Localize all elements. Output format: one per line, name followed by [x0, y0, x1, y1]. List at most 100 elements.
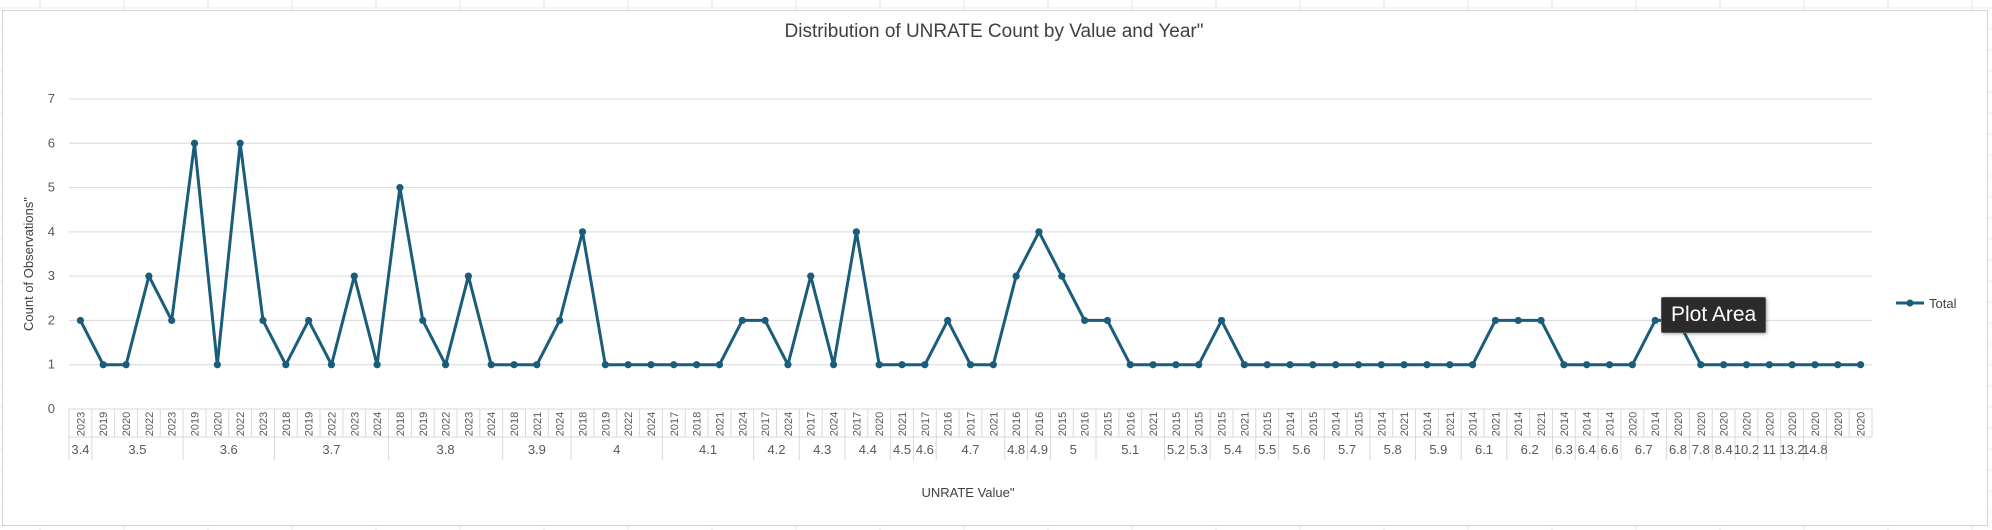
data-point[interactable] — [145, 272, 153, 280]
data-point[interactable] — [441, 361, 450, 369]
data-point[interactable] — [396, 183, 404, 192]
data-point[interactable] — [168, 316, 176, 325]
x-value-group-label: 4.8 — [1007, 442, 1025, 457]
data-point[interactable] — [1172, 361, 1180, 369]
data-point[interactable] — [1560, 361, 1568, 369]
data-point[interactable] — [1469, 361, 1477, 369]
chart-title[interactable]: Distribution of UNRATE Count by Value an… — [785, 21, 1204, 42]
x-value-group-label: 13.2 — [1779, 442, 1804, 457]
data-point[interactable] — [1240, 361, 1248, 369]
data-point[interactable] — [190, 139, 199, 147]
data-point[interactable] — [578, 228, 587, 236]
x-axis-title[interactable]: UNRATE Value" — [922, 485, 1015, 500]
data-point[interactable] — [761, 316, 769, 325]
x-year-label: 2017 — [806, 412, 818, 436]
data-point[interactable] — [1035, 228, 1043, 236]
data-point[interactable] — [1286, 361, 1294, 369]
data-point[interactable] — [647, 361, 655, 369]
data-point[interactable] — [282, 361, 290, 369]
x-year-label: 2022 — [144, 412, 156, 436]
data-point[interactable] — [715, 361, 724, 369]
data-point[interactable] — [898, 361, 906, 369]
data-point[interactable] — [122, 361, 130, 369]
y-tick-label: 0 — [48, 401, 55, 416]
data-point[interactable] — [1834, 361, 1842, 369]
data-point[interactable] — [1103, 316, 1112, 325]
data-point[interactable] — [259, 316, 267, 325]
data-point[interactable] — [944, 316, 952, 325]
data-point[interactable] — [1012, 272, 1020, 280]
data-point[interactable] — [829, 361, 838, 369]
data-point[interactable] — [533, 361, 541, 369]
data-point[interactable] — [852, 228, 860, 236]
data-point[interactable] — [1856, 361, 1865, 369]
legend[interactable]: Total — [1896, 296, 1957, 311]
data-point[interactable] — [601, 361, 609, 369]
data-point[interactable] — [1400, 361, 1408, 369]
data-point[interactable] — [1720, 361, 1728, 369]
data-point[interactable] — [350, 272, 358, 280]
data-point[interactable] — [1788, 361, 1796, 369]
series-total[interactable] — [76, 139, 1865, 369]
data-point[interactable] — [1742, 361, 1751, 369]
data-point[interactable] — [1195, 361, 1203, 369]
data-point[interactable] — [1697, 361, 1705, 369]
data-point[interactable] — [1263, 361, 1271, 369]
data-point[interactable] — [1811, 361, 1819, 369]
x-year-label: 2024 — [555, 412, 567, 436]
data-point[interactable] — [784, 361, 792, 369]
x-year-label: 2019 — [304, 412, 316, 436]
data-point[interactable] — [1332, 361, 1340, 369]
data-point[interactable] — [213, 361, 221, 369]
x-year-label: 2014 — [1331, 412, 1343, 436]
data-point[interactable] — [464, 272, 472, 280]
data-point[interactable] — [99, 361, 107, 369]
data-point[interactable] — [556, 316, 564, 325]
data-point[interactable] — [966, 361, 975, 369]
data-point[interactable] — [1765, 361, 1773, 369]
data-point[interactable] — [373, 361, 381, 369]
data-point[interactable] — [1149, 361, 1157, 369]
data-point[interactable] — [487, 361, 495, 369]
data-point[interactable] — [1605, 361, 1614, 369]
data-point[interactable] — [236, 139, 244, 147]
data-point[interactable] — [1651, 316, 1659, 325]
y-tick-label: 6 — [48, 135, 55, 150]
data-point[interactable] — [1628, 361, 1636, 369]
data-point[interactable] — [327, 361, 336, 369]
data-point[interactable] — [1309, 361, 1317, 369]
x-year-label: 2018 — [395, 412, 407, 436]
data-point[interactable] — [1423, 361, 1431, 369]
data-point[interactable] — [738, 316, 746, 325]
data-point[interactable] — [1217, 316, 1226, 325]
data-point[interactable] — [1354, 361, 1363, 369]
x-year-label: 2020 — [874, 412, 886, 436]
data-point[interactable] — [807, 272, 815, 280]
data-point[interactable] — [76, 316, 85, 325]
x-value-group-label: 11 — [1763, 442, 1777, 457]
data-point[interactable] — [624, 361, 632, 369]
data-point[interactable] — [305, 316, 313, 325]
data-point[interactable] — [1491, 316, 1500, 325]
data-point[interactable] — [921, 361, 929, 369]
data-point[interactable] — [1058, 272, 1066, 280]
data-point[interactable] — [510, 361, 518, 369]
data-point[interactable] — [419, 316, 427, 325]
data-point[interactable] — [693, 361, 701, 369]
data-point[interactable] — [670, 361, 678, 369]
data-point[interactable] — [1514, 316, 1522, 325]
y-axis-title[interactable]: Count of Observations" — [21, 197, 36, 331]
data-point[interactable] — [1081, 316, 1089, 325]
data-point[interactable] — [1377, 361, 1385, 369]
data-point[interactable] — [1446, 361, 1454, 369]
data-point[interactable] — [989, 361, 997, 369]
data-point[interactable] — [875, 361, 883, 369]
data-point[interactable] — [1126, 361, 1134, 369]
x-year-label: 2018 — [692, 412, 704, 436]
data-point[interactable] — [1583, 361, 1591, 369]
x-year-label: 2020 — [1810, 412, 1822, 436]
data-point[interactable] — [1537, 316, 1545, 325]
series-line-total[interactable] — [79, 141, 1861, 367]
